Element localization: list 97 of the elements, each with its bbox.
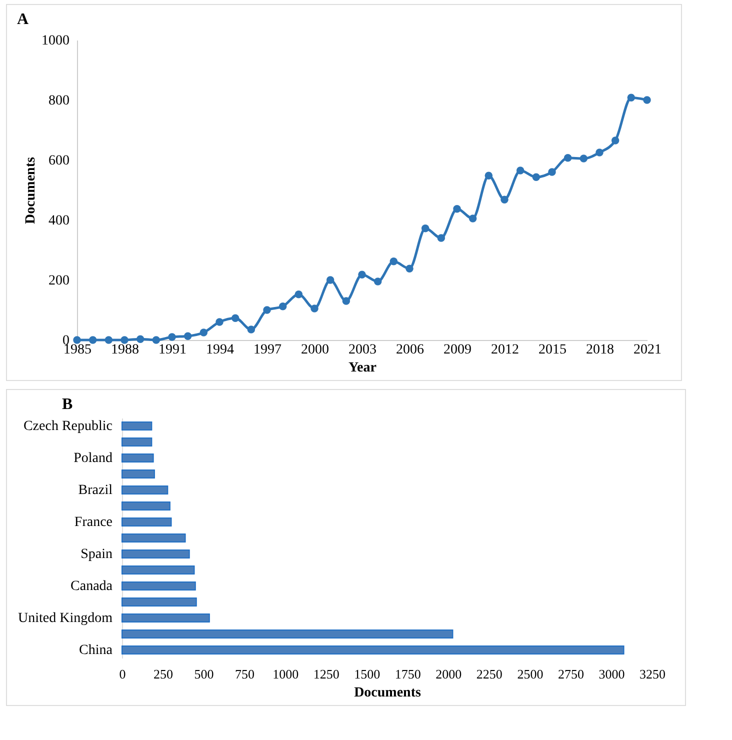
x-tick-label: 750 <box>235 666 255 682</box>
y-tick-label: Poland <box>74 451 112 466</box>
point <box>358 270 366 278</box>
y-tick-label: Canada <box>70 579 114 594</box>
x-tick-label: 0 <box>119 666 126 682</box>
x-tick-label: 2009 <box>444 342 472 358</box>
bar <box>122 550 190 558</box>
bar <box>122 438 152 446</box>
point <box>168 333 176 341</box>
x-tick-label: 2750 <box>558 666 584 682</box>
point <box>136 335 144 343</box>
point <box>548 168 556 176</box>
bar <box>122 534 186 542</box>
x-tick-label: 1991 <box>158 342 186 358</box>
text: B <box>62 396 73 413</box>
point <box>453 205 461 213</box>
y-tick-label: 800 <box>48 94 70 108</box>
x-axis-title: Year <box>348 360 376 376</box>
x-tick-label: 1994 <box>206 342 234 358</box>
y-tick-label: 400 <box>48 214 70 228</box>
point <box>468 214 477 222</box>
point <box>342 297 350 305</box>
x-tick-label: 2500 <box>517 666 544 682</box>
x-tick-label: 1988 <box>111 342 139 358</box>
bar <box>122 422 152 430</box>
text: A <box>17 11 29 28</box>
bar <box>122 454 154 462</box>
point <box>310 304 318 312</box>
x-tick-label: 1750 <box>394 666 421 682</box>
point <box>437 234 446 242</box>
point <box>104 336 113 344</box>
x-tick-label: 250 <box>154 666 174 682</box>
point <box>627 94 636 102</box>
x-tick-label: 1500 <box>354 666 380 682</box>
x-tick-label: 2006 <box>396 342 424 358</box>
bar <box>122 646 624 654</box>
point <box>611 136 620 144</box>
point <box>500 196 508 204</box>
bar <box>122 518 172 526</box>
point <box>294 290 303 298</box>
point <box>184 332 192 340</box>
point <box>421 224 430 232</box>
y-tick-label: 600 <box>48 154 70 168</box>
point <box>120 336 128 344</box>
x-tick-label: 2003 <box>348 342 376 358</box>
x-tick-label: 1997 <box>254 342 282 358</box>
y-tick-label: 1000 <box>42 34 70 48</box>
x-tick-label: 1985 <box>64 342 92 358</box>
x-axis-title: Documents <box>354 686 422 700</box>
point <box>390 258 398 266</box>
y-tick-label: 200 <box>48 274 70 288</box>
point <box>516 166 524 174</box>
point <box>231 314 240 322</box>
x-tick-label: 2000 <box>301 342 329 358</box>
y-tick-label: Spain <box>80 547 112 562</box>
point <box>200 328 208 336</box>
y-tick-label: Czech Republic <box>23 419 112 434</box>
point <box>88 336 97 344</box>
point <box>564 154 572 162</box>
bar <box>122 486 168 494</box>
y-tick-label: China <box>79 643 114 658</box>
x-tick-label: 500 <box>194 666 214 682</box>
bar <box>122 582 196 590</box>
y-axis-title: Documents <box>24 156 38 224</box>
point <box>263 306 271 314</box>
x-tick-label: 3000 <box>598 666 625 682</box>
point <box>532 173 540 181</box>
point <box>152 336 160 344</box>
point <box>278 302 287 310</box>
point <box>596 148 604 156</box>
x-tick-label: 2250 <box>476 666 502 682</box>
y-tick-label: France <box>74 515 112 530</box>
point <box>326 276 334 284</box>
bar <box>122 614 210 622</box>
point <box>484 172 493 180</box>
x-tick-label: 1000 <box>272 666 299 682</box>
x-tick-label: 2000 <box>436 666 462 682</box>
y-tick-label: Brazil <box>78 483 113 498</box>
point <box>247 326 256 334</box>
x-tick-label: 2012 <box>491 342 519 358</box>
bar <box>122 470 155 478</box>
bar <box>122 502 170 510</box>
x-tick-label: 2015 <box>538 342 566 358</box>
x-tick-label: 1250 <box>313 666 340 682</box>
point <box>643 96 651 104</box>
point <box>374 278 382 286</box>
bar <box>122 566 195 574</box>
x-tick-label: 2018 <box>586 342 614 358</box>
point <box>406 264 414 272</box>
x-tick-label: 3250 <box>640 666 666 682</box>
point <box>216 318 224 326</box>
bar <box>122 598 197 606</box>
point <box>580 154 588 162</box>
point <box>73 336 81 344</box>
bar <box>122 630 454 638</box>
y-tick-label: United Kingdom <box>18 611 113 626</box>
x-tick-label: 2021 <box>634 342 662 358</box>
